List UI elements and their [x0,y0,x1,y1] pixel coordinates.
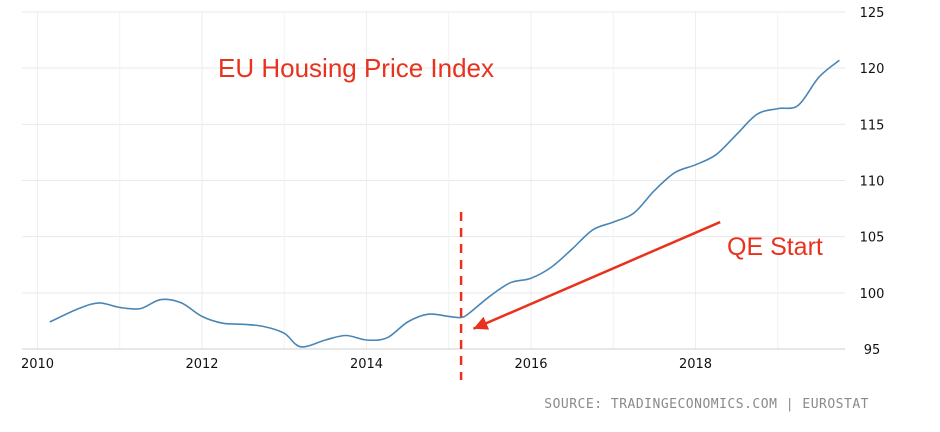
x-axis-ticks: 2010 2012 2014 2016 2018 [21,357,712,372]
qe-arrow-shaft [472,220,721,330]
chart-grid [22,11,845,350]
chart-title-annotation: EU Housing Price Index [218,53,494,83]
y-tick-label: 125 [860,6,885,21]
qe-start-annotation: QE Start [727,233,823,261]
y-tick-label: 110 [860,175,885,190]
y-axis-ticks: 95 100 105 110 115 120 125 [860,6,885,358]
x-tick-label: 2014 [350,357,383,372]
x-tick-label: 2012 [185,357,218,372]
x-tick-label: 2016 [514,357,547,372]
series-line [49,59,840,348]
x-tick-label: 2010 [21,357,54,372]
chart-annotations: EU Housing Price Index QE Start [218,53,823,261]
y-tick-label: 100 [860,287,885,302]
y-tick-label: 115 [860,118,885,133]
chart-series-layer [49,59,840,380]
x-tick-label: 2018 [679,357,712,372]
y-tick-label: 105 [860,231,885,246]
source-text: SOURCE: TRADINGECONOMICS.COM | EUROSTAT [544,397,869,412]
y-tick-label: 120 [860,62,885,77]
y-tick-label: 95 [864,343,881,358]
qe-arrow-head [473,316,490,330]
